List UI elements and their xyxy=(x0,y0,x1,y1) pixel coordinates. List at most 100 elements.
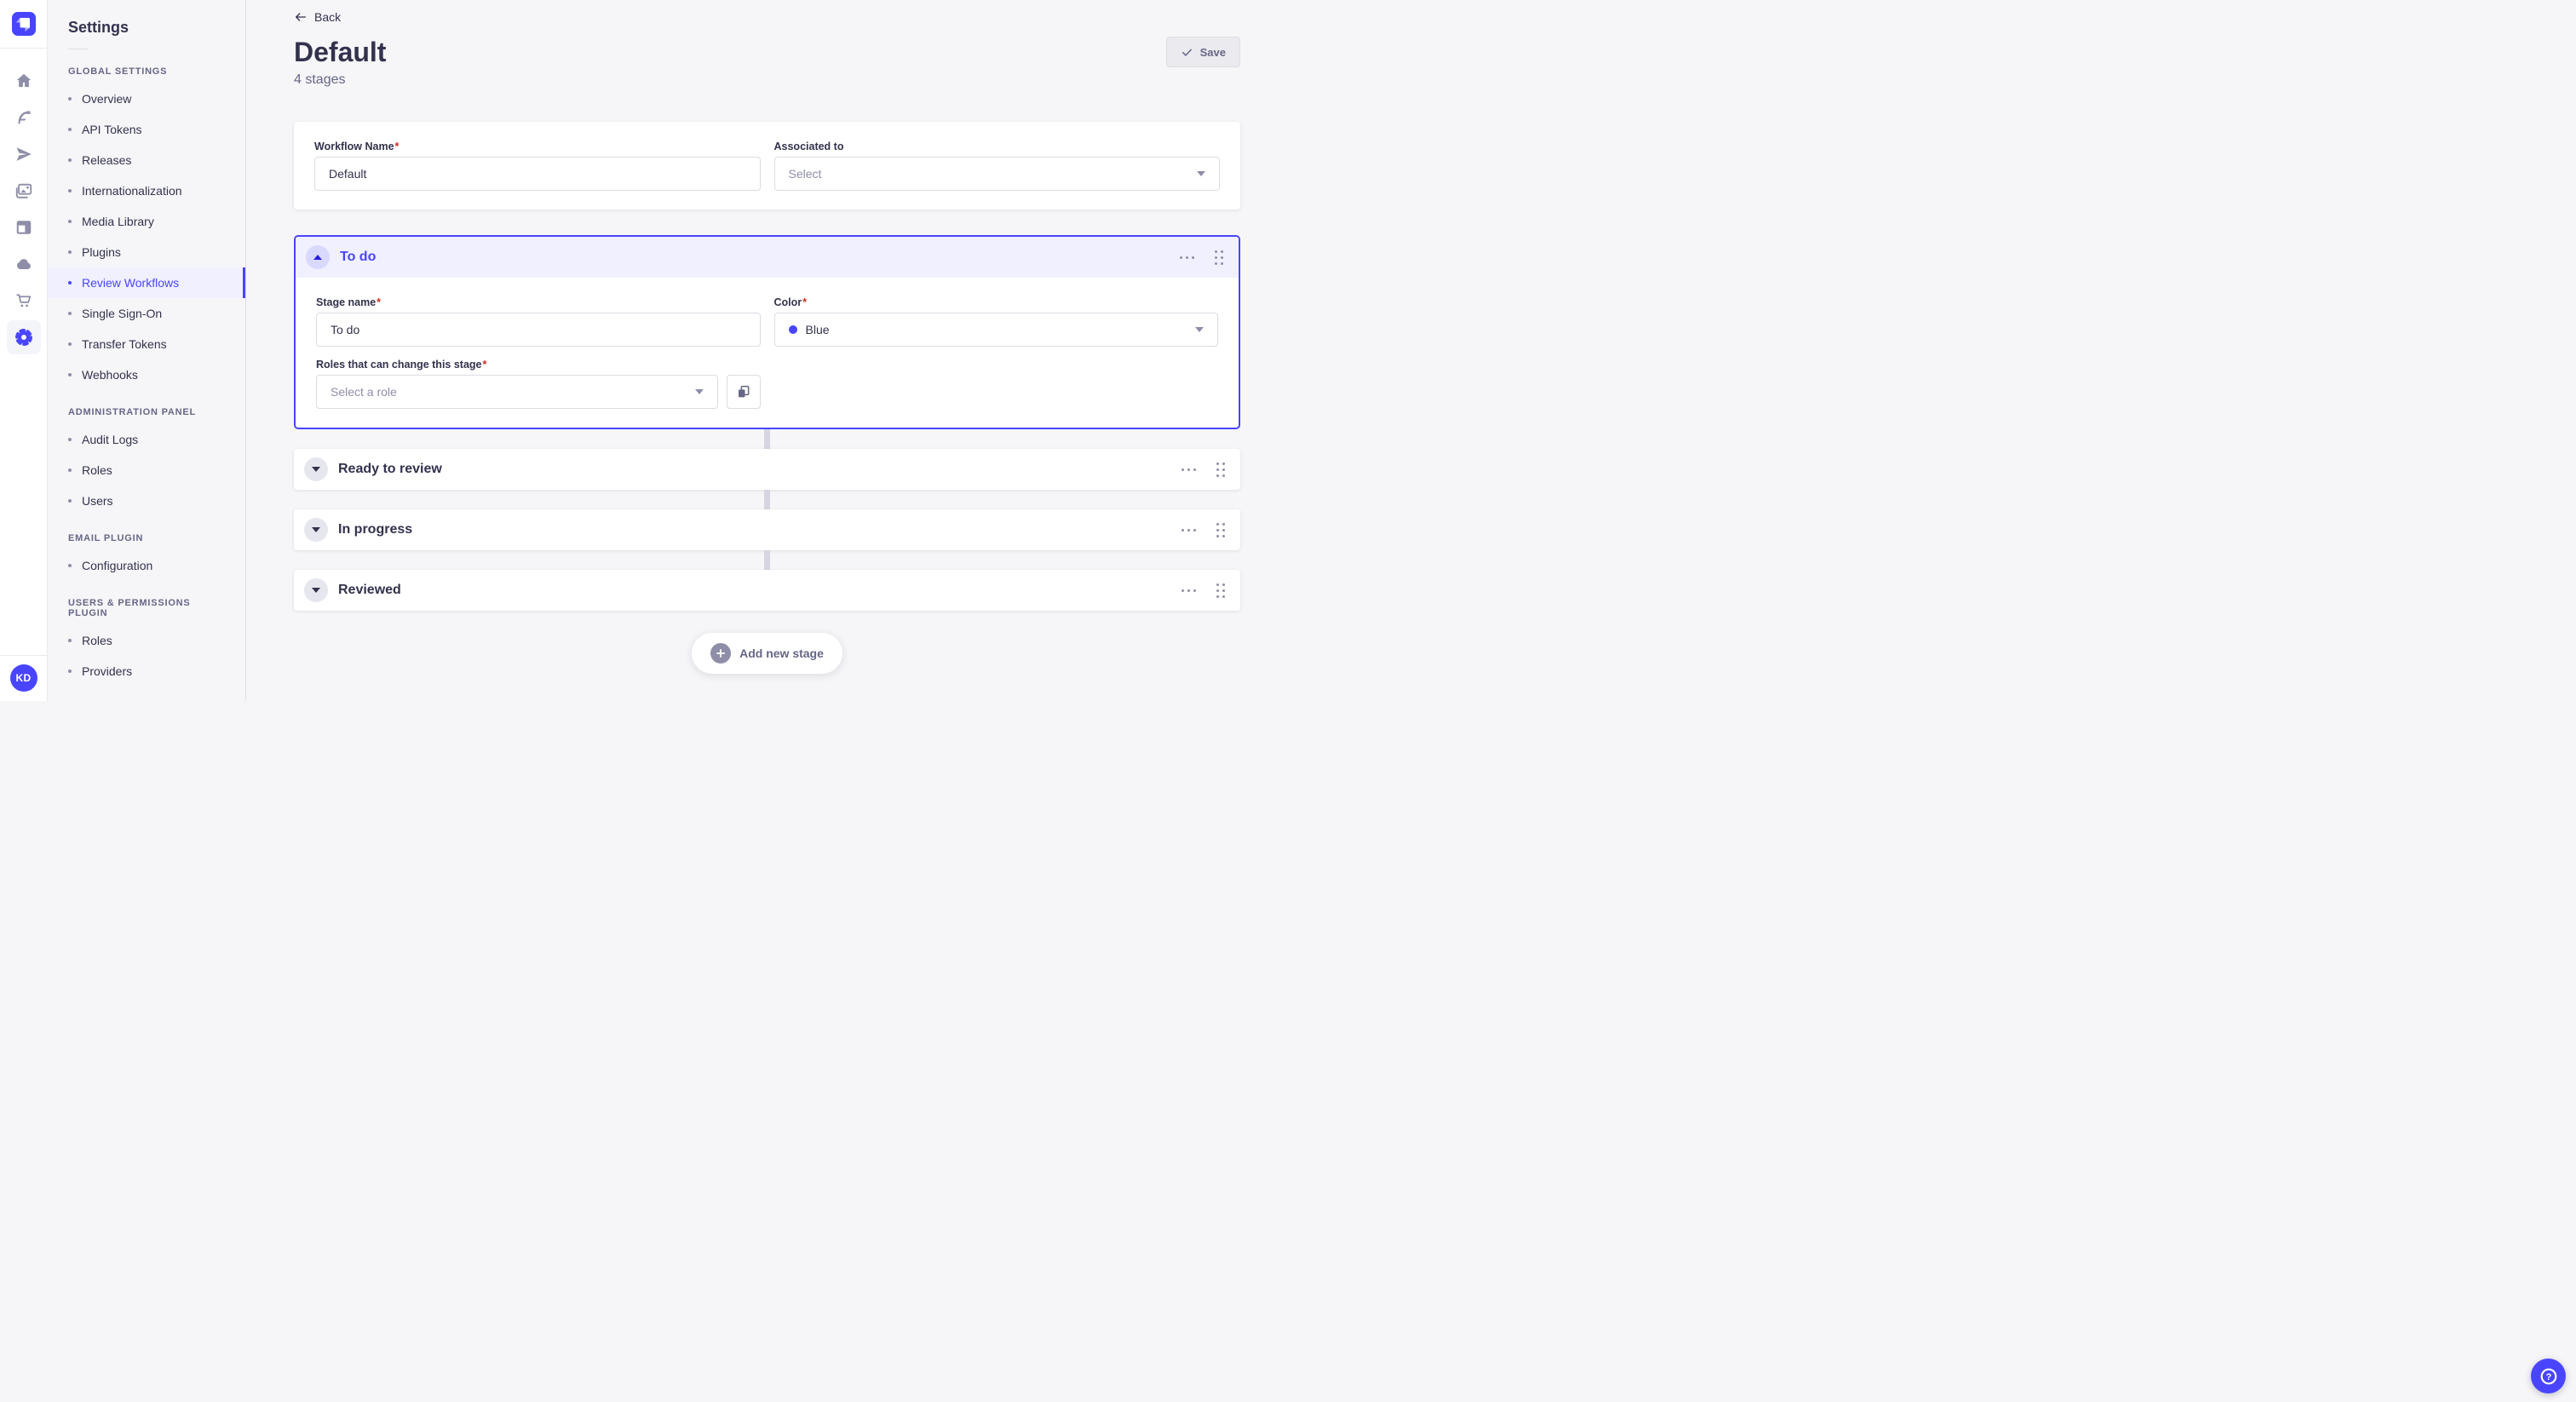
sidebar-item-label: Configuration xyxy=(82,559,153,572)
color-swatch xyxy=(788,325,797,334)
bullet-icon xyxy=(68,342,72,346)
sidebar-item-overview[interactable]: Overview xyxy=(48,83,245,114)
bullet-icon xyxy=(68,158,72,162)
app-icon-rail: KD xyxy=(0,0,48,701)
back-link[interactable]: Back xyxy=(294,10,341,24)
required-mark: * xyxy=(482,359,487,371)
workflow-name-input[interactable] xyxy=(314,157,761,191)
drag-handle-icon[interactable] xyxy=(1216,462,1225,477)
sidebar-item-users[interactable]: Users xyxy=(48,486,245,516)
duplicate-stage-button[interactable] xyxy=(726,375,761,409)
drag-handle-icon[interactable] xyxy=(1216,583,1225,598)
bullet-icon xyxy=(68,281,72,284)
associated-to-select[interactable]: Select xyxy=(773,157,1220,191)
stage-roles-field: Roles that can change this stage* Select… xyxy=(316,359,761,409)
more-options-icon[interactable] xyxy=(1182,468,1196,471)
strapi-logo[interactable] xyxy=(11,12,36,36)
deploy-send-icon[interactable] xyxy=(7,137,41,171)
sidebar-item-transfer-tokens[interactable]: Transfer Tokens xyxy=(48,329,245,359)
home-icon[interactable] xyxy=(7,64,41,98)
stage-title: Reviewed xyxy=(338,583,401,597)
chevron-down-icon xyxy=(1195,327,1204,332)
help-button[interactable]: ? xyxy=(2531,1359,2566,1393)
color-value: Blue xyxy=(805,323,830,336)
sidebar-item-label: API Tokens xyxy=(82,123,142,136)
workflow-name-label: Workflow Name* xyxy=(314,141,400,152)
marketplace-cart-icon[interactable] xyxy=(7,284,41,318)
sidebar-item-configuration[interactable]: Configuration xyxy=(48,550,245,581)
stage-header-icons xyxy=(1182,462,1230,477)
sidebar-item-admin-roles[interactable]: Roles xyxy=(48,455,245,486)
stage-name-label: Stage name* xyxy=(316,296,382,308)
sidebar-item-internationalization[interactable]: Internationalization xyxy=(48,175,245,206)
section-header: EMAIL PLUGIN xyxy=(68,533,144,543)
settings-gear-icon[interactable] xyxy=(6,320,41,354)
drag-handle-icon[interactable] xyxy=(1216,522,1225,537)
sidebar-item-releases[interactable]: Releases xyxy=(48,145,245,175)
stage-roles-select[interactable]: Select a role xyxy=(316,375,718,409)
sidebar-item-label: Internationalization xyxy=(82,184,182,198)
sidebar-item-plugins[interactable]: Plugins xyxy=(48,237,245,267)
add-new-stage-button[interactable]: Add new stage xyxy=(692,633,842,674)
add-stage-row: Add new stage xyxy=(294,633,1240,674)
stage-connector xyxy=(764,550,770,570)
sidebar-item-label: Roles xyxy=(82,463,112,477)
bullet-icon xyxy=(68,128,72,131)
stage-card-reviewed[interactable]: Reviewed xyxy=(294,570,1240,611)
collapse-stage-button[interactable] xyxy=(306,245,330,269)
stage-name-field: Stage name* xyxy=(316,296,761,347)
stage-color-select[interactable]: Blue xyxy=(773,313,1218,347)
stage-connector xyxy=(764,429,770,449)
content-type-builder-icon[interactable] xyxy=(7,210,41,244)
page-subtitle: 4 stages xyxy=(294,72,346,87)
section-header: ADMINISTRATION PANEL xyxy=(68,407,197,417)
stage-card-to-do: To do Stage name* Color* Blue Roles that xyxy=(294,235,1240,429)
cloud-icon[interactable] xyxy=(7,247,41,281)
bullet-icon xyxy=(68,312,72,315)
save-button[interactable]: Save xyxy=(1165,37,1240,67)
add-new-stage-label: Add new stage xyxy=(739,646,824,660)
more-options-icon[interactable] xyxy=(1182,528,1196,531)
sidebar-item-up-roles[interactable]: Roles xyxy=(48,625,245,656)
sidebar-item-single-sign-on[interactable]: Single Sign-On xyxy=(48,298,245,329)
media-library-icon[interactable] xyxy=(7,174,41,208)
page-title: Default xyxy=(294,37,387,67)
sidebar-item-audit-logs[interactable]: Audit Logs xyxy=(48,424,245,455)
sidebar-item-label: Releases xyxy=(82,153,132,167)
more-options-icon[interactable] xyxy=(1182,589,1196,592)
stage-card-ready-to-review[interactable]: Ready to review xyxy=(294,449,1240,490)
stage-card-in-progress[interactable]: In progress xyxy=(294,509,1240,550)
settings-sidebar: Settings GLOBAL SETTINGS Overview API To… xyxy=(48,0,246,701)
bullet-icon xyxy=(68,97,72,101)
sidebar-item-label: Users xyxy=(82,494,113,508)
arrow-left-icon xyxy=(296,13,306,21)
required-mark: * xyxy=(377,296,382,308)
page-header-text: Default 4 stages xyxy=(294,35,386,88)
stage-name-input[interactable] xyxy=(316,313,761,347)
more-options-icon[interactable] xyxy=(1180,256,1194,259)
sidebar-item-label: Roles xyxy=(82,634,112,647)
expand-stage-button[interactable] xyxy=(304,578,328,602)
bullet-icon xyxy=(68,220,72,223)
sidebar-item-providers[interactable]: Providers xyxy=(48,656,245,687)
content-manager-feather-icon[interactable] xyxy=(7,101,41,135)
sidebar-item-review-workflows[interactable]: Review Workflows xyxy=(48,267,245,298)
save-label: Save xyxy=(1199,45,1226,59)
user-avatar[interactable]: KD xyxy=(9,664,37,692)
stage-title: Ready to review xyxy=(338,462,442,476)
sidebar-item-api-tokens[interactable]: API Tokens xyxy=(48,114,245,145)
sidebar-item-media-library[interactable]: Media Library xyxy=(48,206,245,237)
stage-color-field: Color* Blue xyxy=(773,296,1218,347)
sidebar-item-webhooks[interactable]: Webhooks xyxy=(48,359,245,390)
drag-handle-icon[interactable] xyxy=(1215,250,1223,265)
select-placeholder: Select a role xyxy=(331,385,397,399)
section-header: USERS & PERMISSIONS PLUGIN xyxy=(68,598,191,618)
chevron-down-icon xyxy=(312,588,320,593)
sidebar-item-label: Media Library xyxy=(82,215,154,228)
select-placeholder: Select xyxy=(788,167,822,181)
stage-header-icons xyxy=(1182,522,1230,537)
stage-header-to-do[interactable]: To do xyxy=(296,237,1239,278)
expand-stage-button[interactable] xyxy=(304,457,328,481)
bullet-icon xyxy=(68,189,72,192)
expand-stage-button[interactable] xyxy=(304,518,328,542)
